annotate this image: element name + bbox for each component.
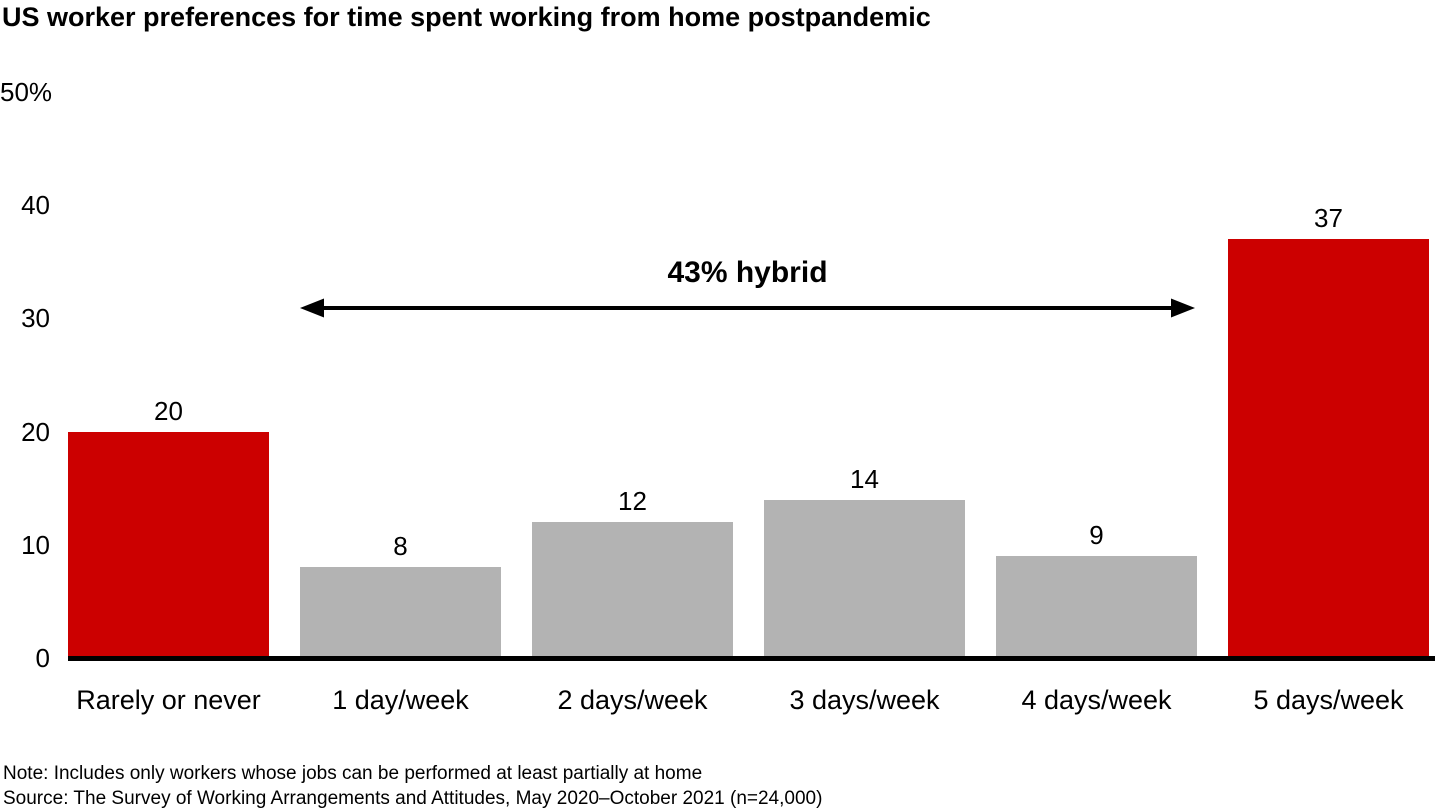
bar-value-label: 9 xyxy=(1089,520,1104,551)
category-label: 5 days/week xyxy=(1253,685,1404,715)
bar xyxy=(532,522,733,658)
double-headed-arrow-icon xyxy=(300,298,1195,318)
bar-value-label: 20 xyxy=(154,395,183,426)
bar xyxy=(996,556,1197,658)
source-text: Source: The Survey of Working Arrangemen… xyxy=(3,788,823,809)
bar-column: 8 xyxy=(300,531,501,658)
category-label: 2 days/week xyxy=(557,685,708,715)
bar-value-label: 37 xyxy=(1314,203,1343,234)
bar-column: 12 xyxy=(532,486,733,658)
chart-title: US worker preferences for time spent wor… xyxy=(2,2,931,32)
x-axis-line xyxy=(68,656,1435,661)
x-axis-category-labels: Rarely or never 1 day/week 2 days/week 3 da… xyxy=(68,684,1429,716)
y-tick-label: 30 xyxy=(21,303,50,334)
bar xyxy=(1228,239,1429,658)
bar-column: 14 xyxy=(764,464,965,658)
bar-value-label: 12 xyxy=(618,486,647,517)
category-label: 1 day/week xyxy=(332,685,469,715)
category-label: 3 days/week xyxy=(789,685,940,715)
y-tick-label: 20 xyxy=(21,416,50,447)
bar xyxy=(300,567,501,658)
bar-column: 9 xyxy=(996,520,1197,658)
bar-column: 20 xyxy=(68,396,269,658)
y-tick-label: 40 xyxy=(21,190,50,221)
y-tick-label: 0 xyxy=(35,643,50,673)
bar-value-label: 8 xyxy=(393,531,408,562)
hybrid-annotation-label: 43% hybrid xyxy=(667,256,828,289)
note-text: Note: Includes only workers whose jobs c… xyxy=(3,763,703,784)
y-tick-label: 10 xyxy=(21,529,50,560)
y-tick-label: 50% xyxy=(0,77,53,107)
bar-value-label: 14 xyxy=(850,463,879,494)
category-label: 4 days/week xyxy=(1021,685,1172,715)
plot-area: 20 8 12 14 9 37 xyxy=(68,203,1429,658)
bar xyxy=(764,499,965,658)
bar xyxy=(68,431,269,658)
category-label: Rarely or never xyxy=(76,685,261,715)
bar-column: 37 xyxy=(1228,203,1429,658)
